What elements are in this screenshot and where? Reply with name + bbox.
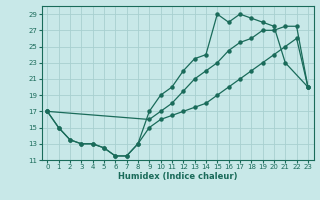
X-axis label: Humidex (Indice chaleur): Humidex (Indice chaleur) <box>118 172 237 181</box>
